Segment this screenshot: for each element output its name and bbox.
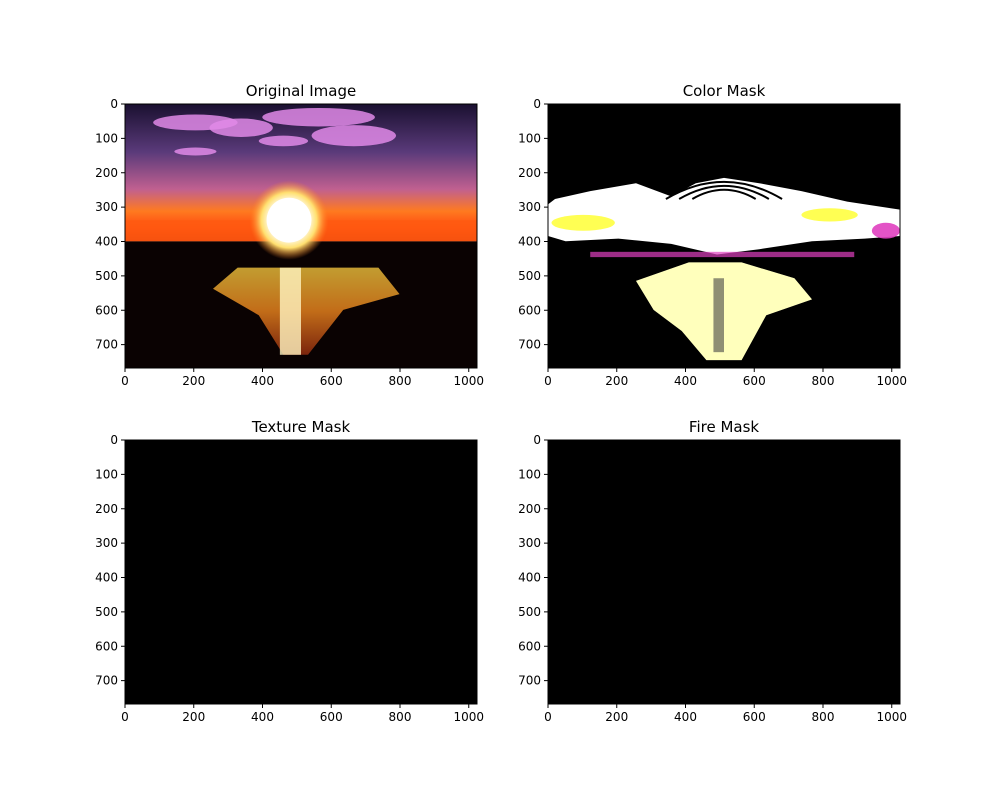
y-tick-label: 300 — [95, 200, 118, 214]
cloud-shape — [174, 147, 217, 156]
panel-title: Color Mask — [683, 82, 766, 100]
y-tick-label: 0 — [110, 433, 118, 447]
x-tick-label: 200 — [182, 710, 205, 724]
y-tick-label: 500 — [95, 269, 118, 283]
x-tick-label: 200 — [182, 374, 205, 388]
x-tick-label: 200 — [605, 710, 628, 724]
axes-frame — [547, 439, 901, 705]
y-tick-label: 200 — [518, 502, 541, 516]
panel-title: Original Image — [246, 82, 356, 100]
y-tick-label: 400 — [95, 235, 118, 249]
x-tick-label: 0 — [121, 374, 129, 388]
y-tick-label: 500 — [95, 605, 118, 619]
panel-color-mask: Color Mask 0 200 400 600 800 1000 0 100 200 300 400… — [518, 82, 907, 388]
y-tick-label: 600 — [95, 639, 118, 653]
x-tick-label: 1000 — [453, 710, 484, 724]
panel-title: Texture Mask — [251, 418, 351, 436]
y-tick-label: 700 — [518, 338, 541, 352]
y-tick-label: 700 — [518, 674, 541, 688]
mask-streak — [713, 278, 724, 353]
panel-original-image: Original Image 0 200 400 600 800 1000 0 100 200 30… — [95, 82, 484, 388]
sun-reflection — [213, 267, 400, 355]
panel-fire-mask: Fire Mask 0 200 400 600 800 1000 0 100 200 300 400 5… — [518, 418, 907, 724]
cloud-shape — [258, 135, 309, 147]
mask-background — [125, 440, 477, 704]
x-tick-label: 0 — [121, 710, 129, 724]
mask-region-white — [548, 177, 900, 255]
x-tick-label: 1000 — [453, 374, 484, 388]
x-tick-label: 600 — [743, 374, 766, 388]
x-tick-label: 800 — [812, 374, 835, 388]
y-tick-label: 300 — [518, 200, 541, 214]
y-tick-label: 0 — [110, 97, 118, 111]
axes-frame — [124, 103, 478, 369]
reflection-streak — [279, 267, 301, 355]
mask-region-yellow — [551, 214, 615, 231]
x-tick-label: 0 — [544, 710, 552, 724]
y-tick-label: 200 — [95, 166, 118, 180]
y-tick-label: 300 — [518, 536, 541, 550]
y-tick-label: 100 — [95, 131, 118, 145]
y-tick-label: 200 — [518, 166, 541, 180]
x-tick-label: 1000 — [876, 710, 907, 724]
x-tick-label: 600 — [743, 710, 766, 724]
y-tick-label: 700 — [95, 338, 118, 352]
mask-background — [548, 440, 900, 704]
y-tick-label: 0 — [533, 97, 541, 111]
x-tick-label: 400 — [251, 710, 274, 724]
mask-arc — [665, 180, 783, 200]
y-tick-label: 600 — [518, 639, 541, 653]
x-tick-label: 200 — [605, 374, 628, 388]
y-tick-label: 500 — [518, 269, 541, 283]
y-tick-label: 700 — [95, 674, 118, 688]
y-tick-label: 600 — [95, 303, 118, 317]
x-tick-label: 800 — [812, 710, 835, 724]
x-tick-label: 400 — [674, 374, 697, 388]
y-tick-label: 500 — [518, 605, 541, 619]
axes-frame — [124, 439, 478, 705]
axes-frame — [547, 103, 901, 369]
y-tick-label: 400 — [518, 235, 541, 249]
y-tick-label: 100 — [518, 467, 541, 481]
x-tick-label: 400 — [674, 710, 697, 724]
sun-core — [266, 197, 312, 243]
y-tick-label: 300 — [95, 536, 118, 550]
y-tick-label: 600 — [518, 303, 541, 317]
panel-texture-mask: Texture Mask 0 200 400 600 800 1000 0 100 200 300 4… — [95, 418, 484, 724]
mask-arc — [678, 184, 770, 200]
x-tick-label: 600 — [320, 710, 343, 724]
mask-region-magenta — [590, 251, 855, 258]
x-tick-label: 1000 — [876, 374, 907, 388]
x-tick-label: 800 — [389, 710, 412, 724]
y-tick-label: 200 — [95, 502, 118, 516]
y-tick-label: 100 — [518, 131, 541, 145]
x-tick-label: 800 — [389, 374, 412, 388]
x-tick-label: 0 — [544, 374, 552, 388]
mask-region-magenta — [871, 222, 900, 239]
y-tick-label: 400 — [518, 571, 541, 585]
y-tick-label: 100 — [95, 467, 118, 481]
y-tick-label: 0 — [533, 433, 541, 447]
mask-region-yellow — [801, 208, 858, 222]
mask-arc — [691, 188, 757, 200]
cloud-shape — [262, 107, 375, 127]
cloud-shape — [311, 125, 397, 147]
x-tick-label: 400 — [251, 374, 274, 388]
x-tick-label: 600 — [320, 374, 343, 388]
panel-title: Fire Mask — [689, 418, 759, 436]
y-tick-label: 400 — [95, 571, 118, 585]
cloud-shape — [209, 118, 273, 137]
